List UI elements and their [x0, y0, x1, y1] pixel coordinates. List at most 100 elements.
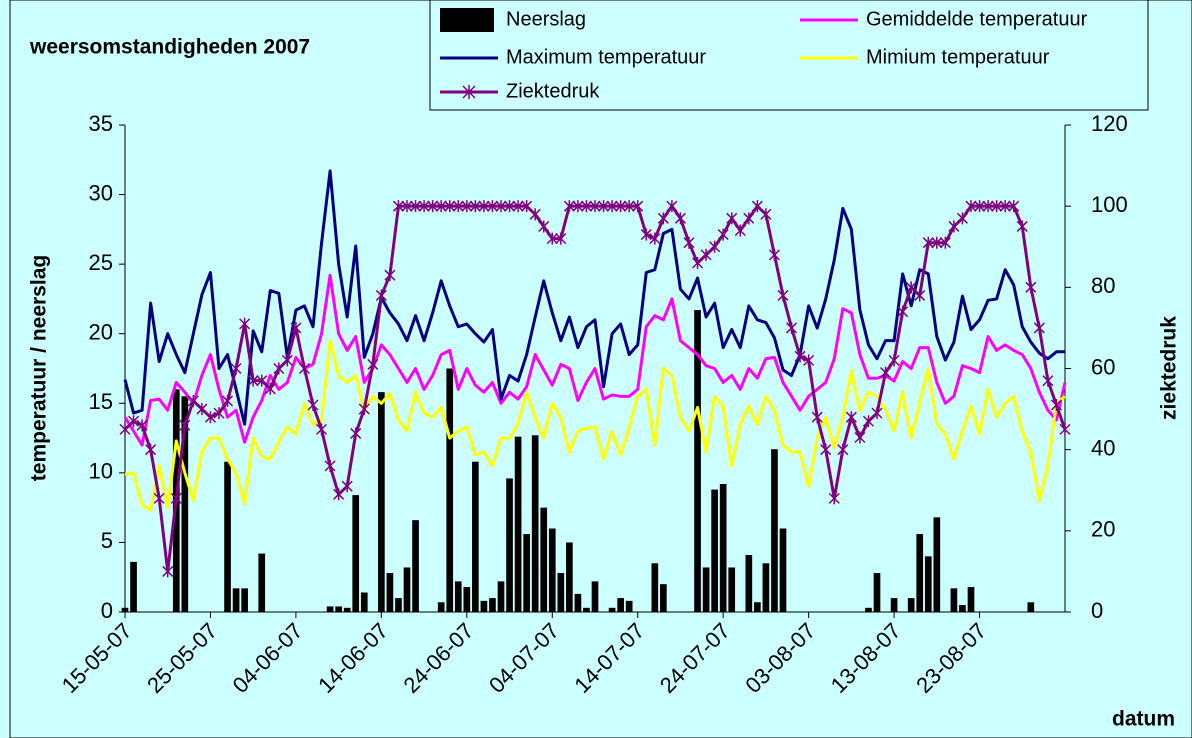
line-series — [124, 339, 1066, 512]
point-marker — [743, 212, 755, 225]
point-marker — [316, 423, 328, 436]
bar — [360, 592, 368, 612]
bar — [181, 396, 189, 612]
point-marker — [153, 492, 165, 505]
point-marker — [324, 459, 336, 472]
bar — [326, 606, 334, 612]
point-marker — [486, 200, 498, 213]
point-marker — [726, 212, 738, 225]
bar — [241, 588, 248, 612]
y-tick-label: 35 — [89, 111, 113, 136]
chart-title: weersomstandigheden 2007 — [29, 36, 310, 59]
point-marker — [803, 354, 815, 367]
point-marker — [555, 232, 567, 245]
bar — [412, 520, 419, 612]
bar — [480, 600, 488, 612]
point-marker — [734, 224, 746, 237]
y2-tick-label: 80 — [1091, 273, 1115, 298]
point-marker — [982, 200, 994, 213]
point-marker — [1050, 399, 1062, 412]
legend-label: Gemiddelde temperatuur — [866, 8, 1088, 30]
bar — [335, 606, 342, 612]
bar — [651, 563, 659, 612]
bar — [907, 598, 915, 612]
legend-marker — [462, 85, 476, 99]
point-marker — [1016, 220, 1028, 233]
x-axis-title: datum — [1112, 708, 1175, 731]
point-marker — [529, 208, 541, 221]
point-marker — [888, 354, 900, 367]
bar — [489, 598, 496, 612]
point-marker — [854, 431, 866, 444]
point-marker — [572, 200, 584, 213]
bar — [660, 584, 667, 612]
point-marker — [546, 232, 558, 245]
point-marker — [956, 212, 968, 225]
point-marker — [504, 200, 516, 213]
bar — [224, 461, 231, 612]
bar — [1027, 602, 1035, 612]
point-marker — [632, 200, 644, 213]
y-tick-label: 25 — [89, 250, 113, 275]
point-marker — [991, 200, 1003, 213]
point-marker — [871, 407, 883, 420]
bar — [395, 598, 402, 612]
point-marker — [931, 236, 943, 249]
point-marker — [435, 200, 447, 213]
bar — [540, 507, 548, 612]
point-marker — [786, 321, 798, 334]
bar — [506, 478, 513, 612]
y-axis-title: temperatuur / neerslag — [28, 255, 51, 481]
bar — [130, 561, 137, 612]
bar — [232, 588, 240, 612]
bar — [352, 495, 360, 612]
point-marker — [768, 248, 780, 261]
point-marker — [307, 399, 319, 412]
point-marker — [401, 200, 413, 213]
bar — [343, 607, 351, 612]
bar — [865, 607, 872, 612]
point-marker — [538, 220, 550, 233]
point-marker — [264, 382, 276, 395]
point-marker — [367, 358, 379, 371]
bar — [583, 607, 590, 612]
point-marker — [512, 200, 524, 213]
point-marker — [897, 305, 909, 318]
bar — [608, 607, 616, 612]
point-marker — [760, 208, 772, 221]
y2-tick-label: 100 — [1091, 192, 1128, 217]
bar — [745, 554, 753, 612]
bar — [890, 598, 898, 612]
y-tick-label: 15 — [89, 389, 113, 414]
y2-axis-title: ziektedruk — [1158, 316, 1181, 420]
legend-label: Maximum temperatuur — [506, 46, 706, 68]
point-marker — [145, 443, 157, 456]
point-marker — [341, 480, 353, 493]
point-marker — [606, 200, 618, 213]
point-marker — [247, 374, 259, 387]
y-tick-label: 10 — [89, 459, 113, 484]
point-marker — [204, 411, 216, 424]
point-marker — [1025, 281, 1037, 294]
y2-tick-label: 60 — [1091, 354, 1115, 379]
point-marker — [170, 492, 182, 505]
point-marker — [392, 200, 404, 213]
point-marker — [350, 427, 362, 440]
bar — [497, 581, 505, 612]
y-tick-label: 20 — [89, 320, 113, 345]
bar — [625, 600, 633, 612]
point-marker — [213, 407, 225, 420]
bar — [548, 528, 556, 612]
bar — [762, 563, 770, 612]
point-marker — [709, 240, 721, 253]
point-marker — [444, 200, 456, 213]
bar — [924, 556, 932, 612]
point-marker — [717, 228, 729, 241]
legend-label: Neerslag — [506, 8, 586, 30]
bar — [694, 310, 701, 612]
bar — [121, 607, 129, 612]
bar — [514, 436, 522, 612]
bar — [258, 553, 266, 612]
point-marker — [298, 362, 310, 375]
